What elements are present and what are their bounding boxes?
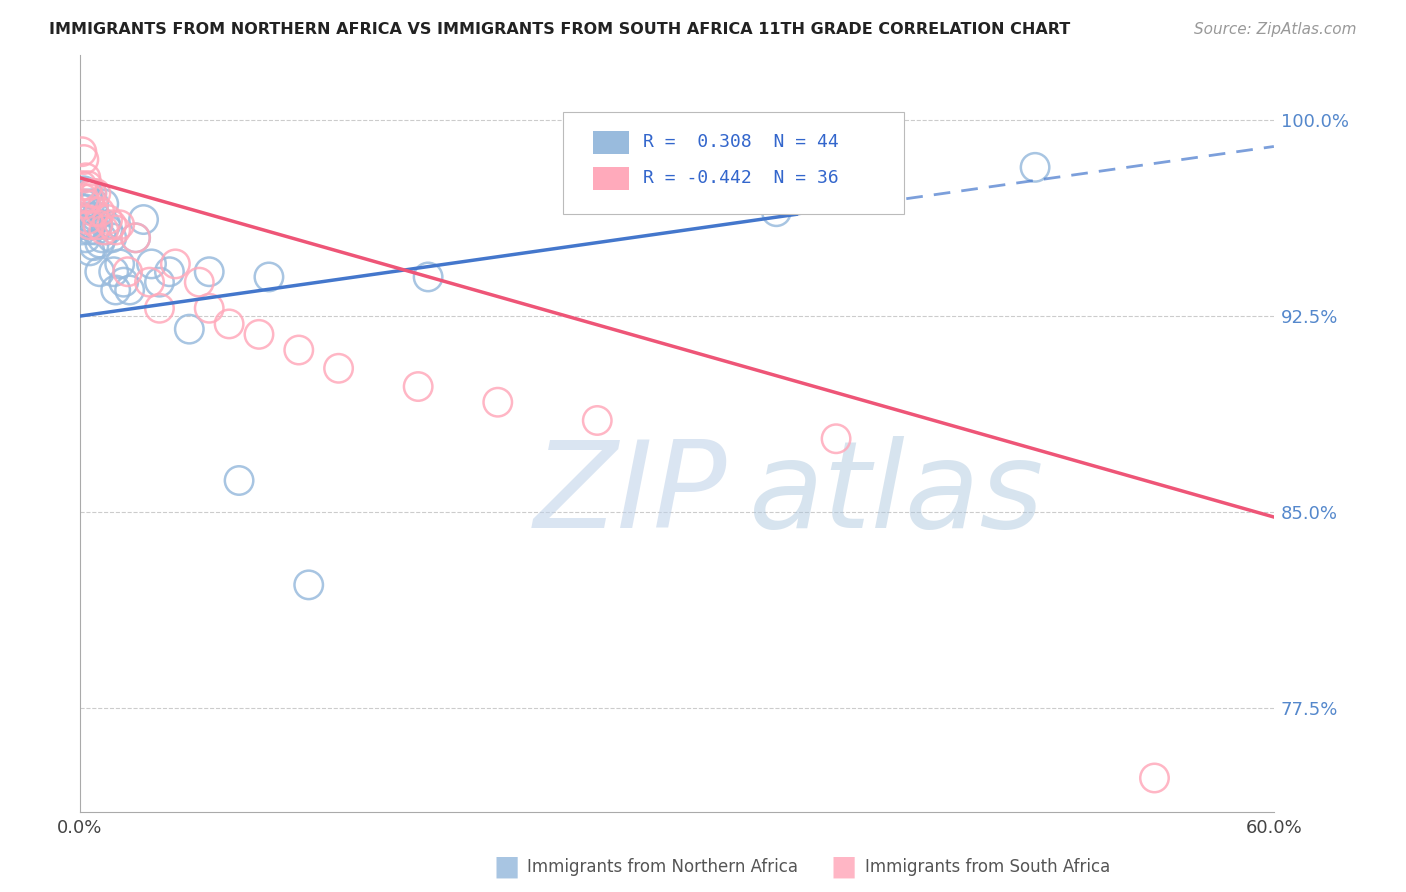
Point	[83, 197, 105, 211]
FancyBboxPatch shape	[593, 167, 628, 190]
Point	[76, 212, 98, 227]
FancyBboxPatch shape	[593, 131, 628, 153]
Point	[218, 317, 240, 331]
Point	[138, 275, 160, 289]
Point	[124, 231, 146, 245]
Point	[165, 257, 187, 271]
Text: Immigrants from Northern Africa: Immigrants from Northern Africa	[527, 858, 799, 876]
Point	[112, 275, 135, 289]
Point	[416, 269, 439, 284]
Text: ZIP: ZIP	[534, 435, 727, 552]
Point	[83, 238, 105, 252]
Point	[486, 395, 509, 409]
Point	[141, 257, 163, 271]
Point	[79, 244, 101, 258]
Point	[1024, 161, 1046, 175]
Point	[73, 197, 96, 211]
Point	[79, 192, 101, 206]
Point	[79, 197, 101, 211]
Text: atlas: atlas	[748, 435, 1043, 552]
Point	[100, 218, 122, 232]
Point	[76, 178, 98, 193]
Text: ■: ■	[831, 853, 856, 881]
Text: Source: ZipAtlas.com: Source: ZipAtlas.com	[1194, 22, 1357, 37]
Point	[84, 223, 107, 237]
Point	[75, 170, 97, 185]
Point	[90, 231, 112, 245]
Point	[87, 218, 110, 232]
Text: IMMIGRANTS FROM NORTHERN AFRICA VS IMMIGRANTS FROM SOUTH AFRICA 11TH GRADE CORRE: IMMIGRANTS FROM NORTHERN AFRICA VS IMMIG…	[49, 22, 1070, 37]
Point	[84, 186, 107, 201]
Point	[104, 223, 127, 237]
Point	[93, 223, 115, 237]
Point	[179, 322, 201, 336]
Point	[75, 231, 97, 245]
Text: R =  0.308  N = 44: R = 0.308 N = 44	[644, 133, 839, 151]
Point	[765, 204, 787, 219]
Point	[247, 327, 270, 342]
Point	[104, 283, 127, 297]
Point	[586, 413, 609, 427]
Point	[83, 204, 105, 219]
Point	[287, 343, 309, 357]
Point	[97, 212, 120, 227]
Text: ■: ■	[494, 853, 519, 881]
Point	[89, 265, 111, 279]
Point	[73, 184, 96, 198]
Point	[117, 265, 139, 279]
Point	[132, 212, 155, 227]
Point	[108, 218, 131, 232]
Point	[84, 210, 107, 224]
Point	[80, 186, 103, 201]
Point	[108, 257, 131, 271]
Point	[70, 223, 93, 237]
Text: Immigrants from South Africa: Immigrants from South Africa	[865, 858, 1109, 876]
Point	[188, 275, 211, 289]
Point	[825, 432, 848, 446]
Text: R = -0.442  N = 36: R = -0.442 N = 36	[644, 169, 839, 187]
Point	[80, 186, 103, 201]
Point	[89, 204, 111, 219]
Point	[328, 361, 350, 376]
Point	[298, 578, 321, 592]
Point	[1143, 771, 1166, 785]
Point	[103, 265, 125, 279]
Point	[76, 210, 98, 224]
Point	[100, 231, 122, 245]
Point	[89, 235, 111, 250]
Point	[70, 178, 93, 193]
Point	[157, 265, 180, 279]
Point	[94, 218, 117, 232]
Point	[124, 231, 146, 245]
Point	[406, 379, 429, 393]
Point	[148, 301, 170, 316]
Point	[73, 192, 96, 206]
Point	[79, 218, 101, 232]
Point	[228, 474, 250, 488]
Point	[80, 218, 103, 232]
Point	[75, 197, 97, 211]
Point	[257, 269, 280, 284]
Point	[198, 265, 221, 279]
FancyBboxPatch shape	[564, 112, 904, 214]
Point	[148, 275, 170, 289]
Point	[93, 197, 115, 211]
Point	[118, 283, 141, 297]
Point	[87, 218, 110, 232]
Point	[198, 301, 221, 316]
Point	[76, 186, 98, 201]
Point	[70, 202, 93, 216]
Point	[79, 223, 101, 237]
Point	[97, 223, 120, 237]
Point	[75, 218, 97, 232]
Point	[75, 202, 97, 216]
Point	[73, 153, 96, 167]
Point	[70, 145, 93, 159]
